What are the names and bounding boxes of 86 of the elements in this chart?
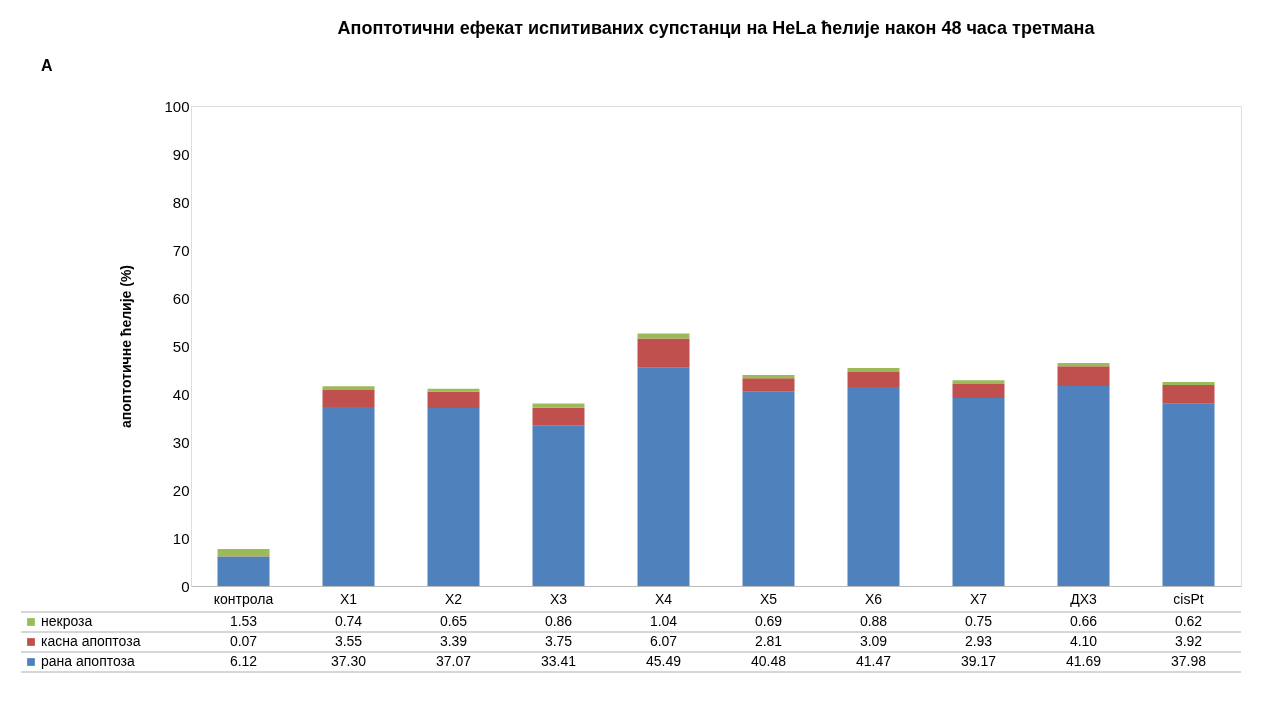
data-label: 41.69 — [1065, 653, 1102, 669]
y-tick-label: 70 — [172, 241, 190, 259]
y-tick-label: 30 — [172, 433, 190, 451]
data-label: 0.65 — [439, 613, 468, 629]
data-label: 3.55 — [334, 633, 363, 649]
y-tick-label: 40 — [172, 385, 190, 403]
data-label: 37.98 — [1170, 653, 1207, 669]
bar — [637, 338, 690, 368]
legend-label: некроза — [41, 613, 93, 629]
data-label: 37.30 — [330, 653, 367, 669]
bar — [427, 391, 480, 409]
data-label: 0.07 — [229, 633, 258, 649]
bar — [637, 367, 690, 586]
bar — [532, 403, 585, 408]
x-tick-label: X3 — [549, 590, 568, 607]
y-tick-label: 10 — [172, 529, 190, 547]
legend-label: касна апоптоза — [41, 633, 141, 649]
x-tick-label: ДХ3 — [1070, 590, 1098, 607]
y-tick-label: 50 — [172, 337, 190, 355]
data-label: 1.53 — [229, 613, 258, 629]
bar — [952, 383, 1005, 398]
chart-title: Апоптотични ефекат испитиваних супстанци на HeLa ћелије након 48 часа третмана — [337, 18, 1096, 38]
y-tick-label: 80 — [172, 193, 190, 211]
data-label: 0.86 — [544, 613, 573, 629]
data-label: 0.66 — [1069, 613, 1098, 629]
y-axis-title: апоптотичне ћелије (%) — [118, 264, 135, 429]
bar — [427, 408, 480, 586]
bar — [847, 367, 900, 373]
bar — [322, 389, 375, 407]
data-label: 0.88 — [859, 613, 888, 629]
y-tick-label: 90 — [172, 145, 190, 163]
y-tick-label: 60 — [172, 289, 190, 307]
y-tick-label: 100 — [164, 97, 190, 115]
data-label: 6.07 — [649, 633, 678, 649]
x-tick-label: X1 — [339, 590, 358, 607]
x-tick-label: X4 — [654, 590, 673, 607]
bar — [427, 388, 480, 392]
bar — [742, 391, 795, 586]
x-tick-label: X7 — [969, 590, 988, 607]
data-label: 45.49 — [645, 653, 682, 669]
data-label: 1.04 — [649, 613, 678, 629]
bar — [217, 556, 270, 586]
y-tick-label: 20 — [172, 481, 190, 499]
bar — [532, 407, 585, 426]
data-label: 41.47 — [855, 653, 892, 669]
bar — [847, 372, 900, 387]
data-label: 0.75 — [964, 613, 993, 629]
data-label: 4.10 — [1069, 633, 1098, 649]
bar — [217, 548, 270, 557]
data-label: 2.81 — [754, 633, 783, 649]
bar — [1162, 384, 1215, 404]
data-label: 0.62 — [1174, 613, 1203, 629]
data-label: 0.74 — [334, 613, 363, 629]
x-tick-label: X5 — [759, 590, 778, 607]
bar — [1057, 385, 1110, 586]
data-label: 6.12 — [229, 653, 258, 669]
x-tick-label: X2 — [444, 590, 463, 607]
data-label: 0.69 — [754, 613, 783, 629]
bar — [1162, 403, 1215, 586]
data-label: 3.92 — [1174, 633, 1203, 649]
bar — [847, 386, 900, 586]
bar — [322, 386, 375, 390]
data-label: 40.48 — [750, 653, 787, 669]
x-tick-label: контрола — [213, 590, 274, 607]
data-label: 3.39 — [439, 633, 468, 649]
bar — [1057, 366, 1110, 386]
x-tick-label: cisPt — [1173, 590, 1204, 607]
bar — [322, 406, 375, 586]
data-label: 37.07 — [435, 653, 472, 669]
bar — [742, 378, 795, 392]
data-label: 39.17 — [960, 653, 997, 669]
data-label: 33.41 — [540, 653, 577, 669]
data-label: 2.93 — [964, 633, 993, 649]
bar — [952, 380, 1005, 384]
bar — [1057, 363, 1110, 367]
bar — [952, 397, 1005, 586]
data-label: 3.09 — [859, 633, 888, 649]
text: A — [41, 57, 53, 74]
y-tick-label: 0 — [181, 577, 190, 595]
x-tick-label: X6 — [864, 590, 883, 607]
legend-label: рана апоптоза — [41, 653, 136, 669]
data-label: 3.75 — [544, 633, 573, 649]
bar — [1162, 381, 1215, 385]
bar — [742, 374, 795, 379]
bar — [637, 333, 690, 339]
bar — [532, 425, 585, 586]
